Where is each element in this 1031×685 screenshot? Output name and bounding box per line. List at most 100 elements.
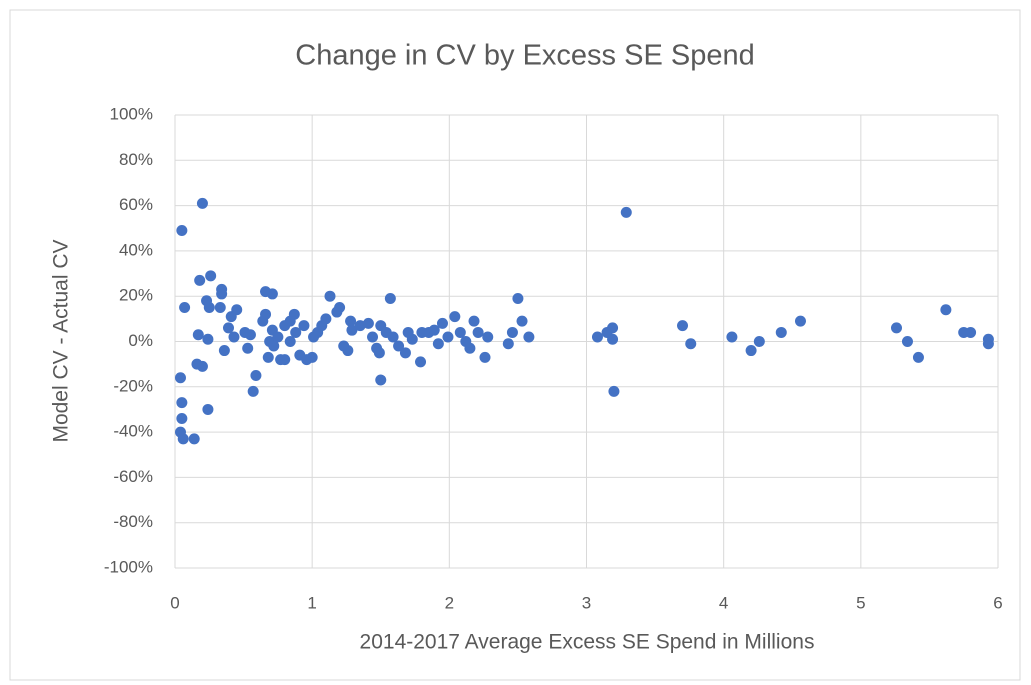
- point: [202, 403, 214, 415]
- point: [320, 313, 332, 325]
- y-tick-label: 40%: [119, 240, 153, 259]
- point: [591, 331, 603, 343]
- x-axis-label: 2014-2017 Average Excess SE Spend in Mil…: [360, 631, 815, 654]
- point: [334, 302, 346, 314]
- y-axis-label: Model CV - Actual CV: [50, 239, 73, 442]
- point: [436, 317, 448, 329]
- point: [454, 326, 466, 338]
- point: [257, 315, 269, 327]
- point: [346, 324, 358, 336]
- point: [216, 288, 228, 300]
- point: [176, 397, 188, 409]
- point: [506, 326, 518, 338]
- point: [345, 315, 357, 327]
- point: [387, 331, 399, 343]
- point: [685, 338, 697, 350]
- point: [342, 345, 354, 357]
- x-tick-label: 5: [856, 593, 865, 612]
- point: [306, 351, 318, 363]
- y-tick-label: -80%: [113, 512, 153, 531]
- point: [179, 302, 191, 314]
- point: [284, 336, 296, 347]
- chart-frame: [9, 9, 1021, 681]
- point: [502, 338, 514, 350]
- point: [228, 331, 240, 343]
- point: [290, 326, 302, 338]
- point: [384, 292, 396, 304]
- y-tick-label: 100%: [110, 104, 153, 123]
- y-tick-label: 60%: [119, 195, 153, 214]
- point: [399, 347, 411, 359]
- point: [203, 302, 215, 314]
- point: [272, 331, 284, 343]
- point: [406, 333, 418, 345]
- y-tick-label: -100%: [104, 557, 153, 576]
- x-tick-label: 6: [993, 593, 1002, 612]
- point: [479, 351, 491, 363]
- y-tick-label: -40%: [113, 422, 153, 441]
- point: [940, 304, 952, 316]
- point: [442, 331, 454, 343]
- point: [367, 331, 379, 343]
- point: [449, 311, 461, 323]
- y-tick-label: 80%: [119, 150, 153, 169]
- y-tick-label: 20%: [119, 286, 153, 305]
- point: [432, 338, 444, 350]
- point: [354, 320, 366, 332]
- point: [607, 333, 619, 345]
- point: [373, 347, 385, 359]
- x-tick-label: 3: [582, 593, 591, 612]
- point: [726, 331, 738, 343]
- point: [428, 324, 440, 336]
- point: [393, 340, 405, 352]
- point: [901, 336, 913, 347]
- point: [745, 345, 757, 357]
- point: [244, 329, 256, 341]
- point: [176, 413, 188, 425]
- point: [188, 433, 200, 445]
- point: [472, 326, 484, 338]
- point: [174, 372, 186, 384]
- point: [250, 369, 262, 381]
- point: [607, 322, 619, 334]
- x-tick-label: 0: [170, 593, 179, 612]
- x-tick-label: 2: [445, 593, 454, 612]
- point: [324, 290, 336, 302]
- point: [464, 342, 476, 354]
- point: [196, 197, 208, 209]
- y-tick-label: -60%: [113, 467, 153, 486]
- point: [982, 338, 994, 350]
- point: [677, 320, 689, 332]
- point: [523, 331, 535, 343]
- point: [620, 206, 632, 218]
- point: [176, 225, 188, 237]
- y-tick-label: 0%: [128, 331, 153, 350]
- point: [516, 315, 528, 327]
- point: [262, 351, 274, 363]
- point: [279, 354, 291, 366]
- point: [890, 322, 902, 334]
- point: [362, 317, 374, 329]
- point: [194, 274, 206, 286]
- point: [753, 336, 765, 347]
- point: [225, 311, 237, 323]
- point: [218, 345, 230, 357]
- point: [482, 331, 494, 343]
- chart-title: Change in CV by Excess SE Spend: [295, 40, 754, 72]
- point: [512, 292, 524, 304]
- point: [415, 356, 427, 368]
- x-tick-label: 4: [719, 593, 728, 612]
- point: [375, 374, 387, 386]
- point: [608, 385, 620, 397]
- point: [965, 326, 977, 338]
- point: [205, 270, 217, 282]
- point: [242, 342, 254, 354]
- point: [202, 333, 214, 345]
- point: [266, 288, 278, 300]
- point: [794, 315, 806, 327]
- point: [288, 308, 300, 320]
- point: [912, 351, 924, 363]
- point: [177, 433, 189, 445]
- point: [222, 322, 234, 334]
